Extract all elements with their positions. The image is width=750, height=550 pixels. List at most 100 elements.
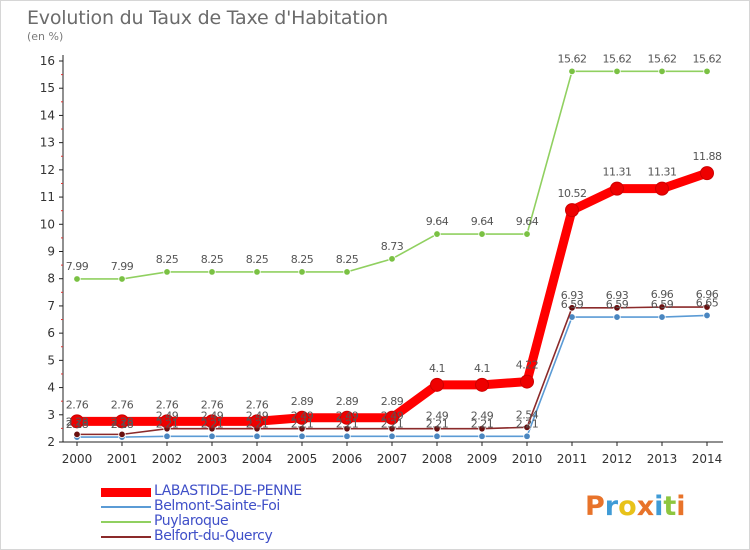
data-label: 2.21 bbox=[336, 417, 359, 430]
x-tick-label: 2005 bbox=[287, 452, 318, 466]
x-tick-label: 2013 bbox=[647, 452, 678, 466]
data-label: 6.96 bbox=[696, 288, 719, 301]
legend-swatch bbox=[101, 506, 151, 508]
data-point bbox=[523, 432, 531, 440]
logo-letter: t bbox=[663, 491, 677, 522]
series-belmont-sainte-foi bbox=[73, 311, 711, 441]
data-point bbox=[568, 304, 576, 312]
logo-letter: i bbox=[676, 491, 686, 522]
legend-swatch bbox=[101, 536, 151, 538]
data-label: 2.49 bbox=[201, 410, 224, 423]
data-point bbox=[250, 414, 264, 429]
y-tick-label: 4 bbox=[47, 381, 55, 395]
data-point bbox=[433, 432, 441, 440]
legend-label: Belmont-Sainte-Foi bbox=[154, 498, 280, 514]
data-point bbox=[298, 268, 306, 276]
data-label: 8.25 bbox=[156, 253, 179, 266]
data-point bbox=[388, 424, 396, 433]
legend: LABASTIDE-DE-PENNE Belmont-Sainte-Foi Puyl… bbox=[101, 483, 341, 544]
data-label: 4.1 bbox=[474, 362, 490, 375]
y-tick-label: 10 bbox=[40, 217, 55, 231]
data-label: 2.76 bbox=[66, 398, 89, 411]
legend-item: Belfort-du-Quercy bbox=[101, 528, 341, 544]
data-label: 2.21 bbox=[291, 417, 314, 430]
data-point bbox=[565, 203, 579, 218]
data-label: 2.49 bbox=[291, 410, 314, 423]
data-label: 2.76 bbox=[156, 398, 179, 411]
data-point bbox=[703, 311, 711, 320]
x-tick-label: 2010 bbox=[512, 452, 543, 466]
data-label: 2.18 bbox=[66, 418, 89, 431]
data-point bbox=[295, 410, 309, 425]
data-label: 2.76 bbox=[201, 398, 224, 411]
data-label: 6.65 bbox=[696, 296, 719, 309]
legend-item: Puylaroque bbox=[101, 513, 341, 529]
data-label: 2.49 bbox=[156, 410, 179, 423]
data-point bbox=[433, 424, 441, 433]
data-label: 2.49 bbox=[336, 410, 359, 423]
data-label: 9.64 bbox=[426, 215, 449, 228]
data-label: 8.25 bbox=[336, 253, 359, 266]
data-label: 2.21 bbox=[426, 417, 449, 430]
data-point bbox=[658, 303, 666, 311]
x-tick-label: 2001 bbox=[107, 452, 138, 466]
data-point bbox=[208, 432, 216, 440]
y-tick-label: 14 bbox=[40, 108, 55, 122]
data-label: 2.49 bbox=[246, 410, 269, 423]
data-point bbox=[388, 432, 396, 440]
y-tick-label: 16 bbox=[40, 54, 55, 68]
data-label: 2.89 bbox=[381, 395, 404, 408]
data-label: 2.21 bbox=[381, 417, 404, 430]
data-label: 8.25 bbox=[246, 253, 269, 266]
data-label: 15.62 bbox=[648, 52, 677, 65]
data-point bbox=[478, 432, 486, 440]
line-chart: 2 3 4 5 6 7 8 9 10 11 12 13 14 15 16 2000 2001 2002 2003 20… bbox=[40, 52, 723, 466]
data-point bbox=[568, 67, 576, 76]
y-tick-label: 13 bbox=[40, 136, 55, 150]
y-tick-label: 7 bbox=[47, 299, 55, 313]
data-point bbox=[163, 268, 171, 276]
data-label: 6.93 bbox=[561, 289, 584, 302]
logo-letter: i bbox=[654, 491, 664, 522]
data-point bbox=[343, 424, 351, 433]
y-tick-label: 5 bbox=[47, 353, 55, 367]
data-label: 2.18 bbox=[111, 418, 134, 431]
data-point bbox=[160, 414, 174, 429]
logo-letter: o bbox=[618, 491, 637, 522]
x-tick-label: 2008 bbox=[422, 452, 453, 466]
x-tick-label: 2011 bbox=[557, 452, 588, 466]
data-point bbox=[655, 181, 669, 196]
data-point bbox=[388, 255, 396, 263]
data-point bbox=[163, 432, 171, 440]
data-label: 2.28 bbox=[66, 415, 89, 428]
data-point bbox=[523, 230, 531, 238]
data-point bbox=[613, 304, 621, 312]
y-tick-label: 11 bbox=[40, 190, 55, 204]
data-label: 2.49 bbox=[471, 410, 494, 423]
data-point bbox=[343, 268, 351, 276]
data-point bbox=[253, 268, 261, 276]
data-point bbox=[298, 424, 306, 433]
data-label: 10.52 bbox=[558, 187, 587, 200]
data-label: 2.21 bbox=[246, 417, 269, 430]
data-point bbox=[340, 410, 354, 425]
data-point bbox=[613, 313, 621, 321]
data-label: 2.21 bbox=[156, 417, 179, 430]
series-puylaroque bbox=[73, 67, 711, 283]
data-label: 7.99 bbox=[66, 260, 89, 273]
data-point bbox=[118, 430, 126, 439]
data-point bbox=[478, 230, 486, 238]
x-tick-label: 2000 bbox=[62, 452, 93, 466]
data-label: 9.64 bbox=[471, 215, 494, 228]
data-label: 11.31 bbox=[648, 166, 677, 179]
data-label: 2.21 bbox=[516, 417, 539, 430]
y-tick-label: 9 bbox=[47, 245, 55, 259]
series-belfort-du-quercy bbox=[73, 303, 711, 439]
data-label: 6.59 bbox=[651, 298, 674, 311]
legend-swatch bbox=[101, 487, 151, 497]
data-label: 15.62 bbox=[558, 52, 587, 65]
y-tick-label: 8 bbox=[47, 272, 55, 286]
data-point bbox=[478, 424, 486, 433]
logo-letter: P bbox=[585, 491, 605, 522]
data-label: 9.64 bbox=[516, 215, 539, 228]
